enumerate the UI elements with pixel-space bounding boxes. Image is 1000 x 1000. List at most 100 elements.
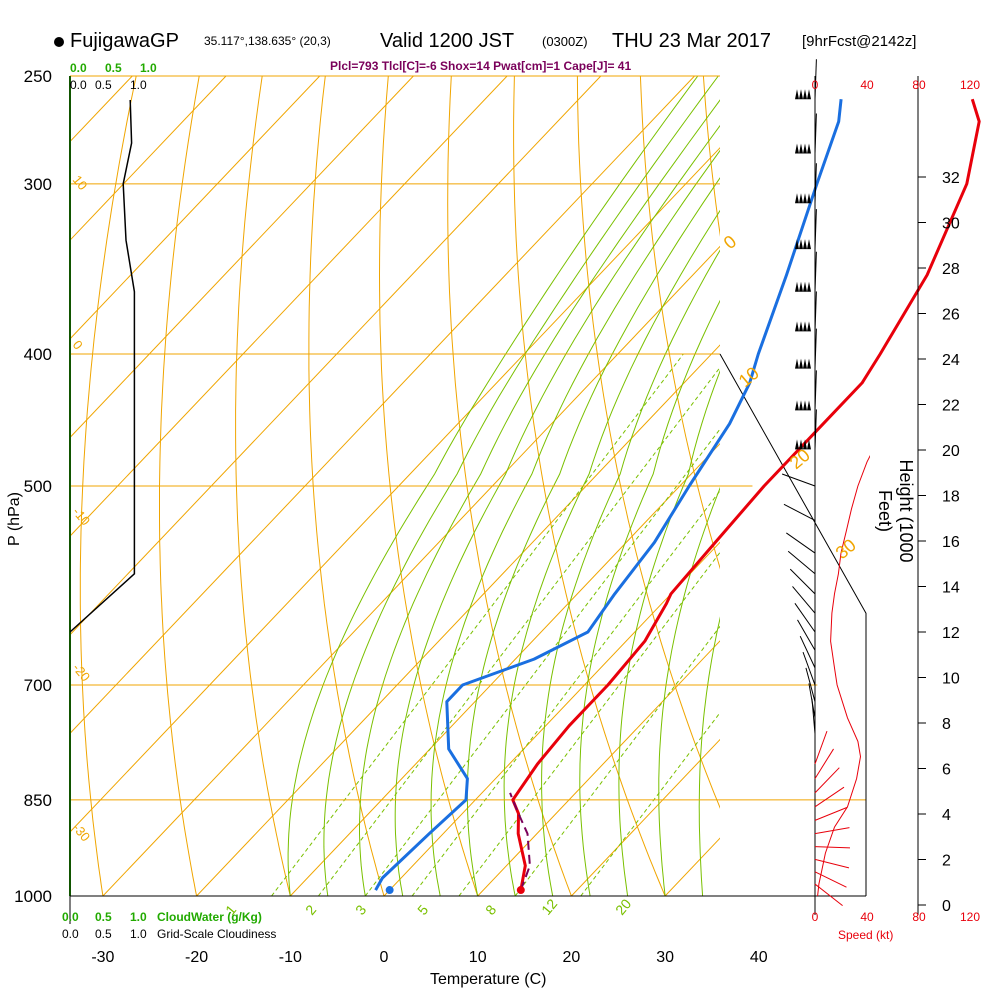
isotherm-line [70,76,227,241]
height-tick-label: 28 [942,261,960,278]
cloud-scale-bottom-green: 0.5 [95,910,112,924]
wind-barb [795,251,817,292]
wind-barb-flag [807,239,811,250]
temperature-tick-label: 20 [563,949,581,966]
wind-barb-shaft [786,532,816,554]
wind-barb [814,786,845,808]
mixing-ratio-line [364,428,720,896]
wind-barb-flag [799,143,803,154]
mixing-ratio-line [271,353,684,896]
mixing-ratio-label: 3 [352,902,369,918]
cloud-scale-bottom-green: 0.0 [62,910,79,924]
temperature-line [511,98,981,891]
cloud-scale-bottom-black: 1.0 [130,927,147,941]
moist-adiabat [503,209,720,896]
moist-adiabat [430,149,720,896]
wind-barb [814,827,850,835]
wind-barb-shaft [781,473,816,487]
cloudiness-line [69,99,136,633]
wind-speed-line [817,454,870,896]
dry-adiabat [79,76,137,896]
wind-barb-flag [799,358,803,369]
wind-barb-flag [795,281,799,292]
wind-barb-shaft [789,568,816,595]
moist-adiabat [698,616,720,896]
pressure-tick-label: 250 [24,67,52,86]
mixing-ratio-line [458,551,720,896]
wind-barb [786,532,816,554]
theta-label: -30 [70,820,94,844]
wind-panel [781,59,926,915]
height-tick-label: 12 [942,625,960,642]
dry-adiabat [378,76,479,896]
wind-barb-shaft [814,328,817,369]
dry-adiabat [159,76,200,896]
wind-barb-flag [807,439,811,450]
wind-barb-flag [807,89,811,100]
chart-series [69,98,981,895]
wind-barb-flag [799,439,803,450]
wind-barb-flag [807,281,811,292]
wind-barb-shaft [814,409,817,450]
theta-label: -10 [70,504,94,528]
temperature-tick-label: -30 [91,949,114,966]
height-tick-label: 4 [942,807,951,824]
forecast-info: [9hrFcst@2142z] [802,33,917,50]
wind-barb-shaft [805,667,816,702]
wind-barb-flag [799,400,803,411]
wind-barb [797,619,816,651]
cloudwater-label: CloudWater (g/Kg) [157,910,262,924]
isotherm-line [70,76,414,439]
height-tick-label: 14 [942,580,960,597]
wind-barb-flag [807,358,811,369]
wind-barb-shaft [811,698,816,734]
dry-adiabat [639,76,720,570]
cloud-scale-bottom-black: 0.5 [95,927,112,941]
isotherm-line [70,76,321,340]
cloud-scale-top-green: 1.0 [140,61,157,75]
dry-adiabat [447,76,572,896]
temperature-tick-label: 0 [380,949,389,966]
speed-tick-top: 120 [960,78,980,92]
right-boundary [719,353,867,896]
height-tick-label: 26 [942,307,960,324]
temperature-tick-label: -10 [279,949,302,966]
wind-barb [792,586,816,614]
chart-grid [69,75,867,924]
moist-adiabat [394,124,720,896]
cloud-scale-top-black: 0.5 [95,78,112,92]
pressure-tick-label: 1000 [14,887,52,906]
wind-barb [794,603,816,633]
pressure-tick-label: 700 [24,676,52,695]
wind-barb-flag [795,439,799,450]
wind-barb-shaft [794,603,816,633]
dry-adiabat [576,76,720,809]
wind-barb-flag [799,321,803,332]
height-axis-label: Height (1000 Feet) [875,459,916,563]
speed-tick-bottom: 80 [912,910,926,924]
moist-adiabat [658,486,720,896]
wind-barb [795,328,817,369]
height-tick-label: 32 [942,170,960,187]
stability-indices: Plcl=793 Tlcl[C]=-6 Shox=14 Pwat[cm]=1 C… [330,59,632,73]
height-tick-label: 0 [942,898,951,915]
wind-barb-shaft [814,748,834,779]
mixing-ratio-label: 12 [538,896,560,918]
dewpoint-line [374,99,843,891]
wind-barb-flag [795,400,799,411]
speed-tick-bottom: 40 [860,910,874,924]
wind-barb [799,635,816,669]
theta-label: 0 [70,337,86,352]
height-tick-label: 20 [942,443,960,460]
wind-barb-shaft [814,846,850,849]
wind-barb-flag [803,281,807,292]
wind-barb [814,806,848,821]
cloud-scale-top-black: 0.0 [70,78,87,92]
wind-barb [795,409,817,450]
wind-barb [787,550,816,575]
wind-barb [814,883,843,906]
surface-temp-marker [516,886,525,895]
valid-date: THU 23 Mar 2017 [612,30,771,52]
wind-barb-flag [795,193,799,204]
isotherm-line [477,640,720,896]
